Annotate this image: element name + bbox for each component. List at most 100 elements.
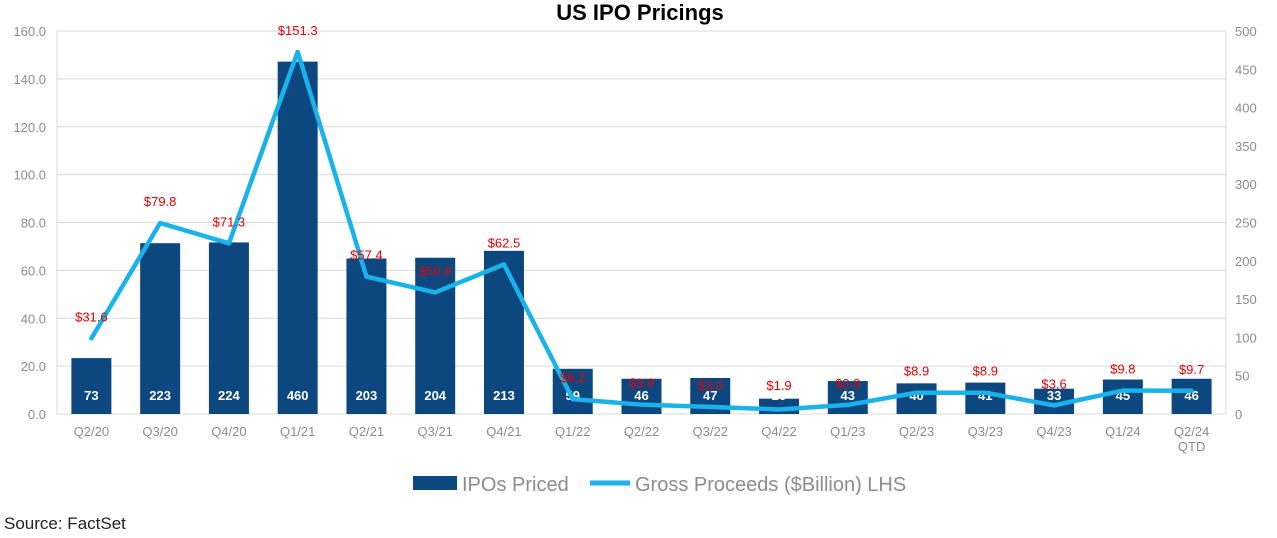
proceeds-labels: $31.6 $79.8 $71.3 $151.3 $57.4 $50.8 $62.5 $6.2… xyxy=(75,23,1204,393)
bar-value-label: 33 xyxy=(1047,388,1061,403)
bar-value-label: 46 xyxy=(634,388,648,403)
left-tick-label: 40.0 xyxy=(21,311,46,326)
proceeds-value-label: $3.8 xyxy=(835,376,860,391)
bar-value-label: 20 xyxy=(772,388,786,403)
bar-value-label: 47 xyxy=(703,388,717,403)
bar-ipos-priced xyxy=(71,358,112,414)
right-tick-label: 50 xyxy=(1235,369,1249,384)
proceeds-value-label: $9.8 xyxy=(1110,362,1135,377)
left-tick-label: 20.0 xyxy=(21,359,46,374)
proceeds-value-label: $62.5 xyxy=(488,235,521,250)
right-tick-label: 100 xyxy=(1235,330,1257,345)
bar-ipos-priced xyxy=(1171,378,1212,414)
x-tick-label: Q4/20 xyxy=(211,424,246,439)
x-tick-label-line: Q4/22 xyxy=(761,424,796,439)
x-tick-label-line: Q1/24 xyxy=(1105,424,1140,439)
bar-ipos-priced xyxy=(621,378,662,414)
left-axis: 0.0 20.0 40.0 60.0 80.0 100.0 120.0 140.0 160.0 xyxy=(13,24,46,422)
proceeds-value-label: $9.7 xyxy=(1179,362,1204,377)
x-tick-label-line: Q2/20 xyxy=(74,424,109,439)
right-tick-label: 150 xyxy=(1235,292,1257,307)
x-tick-label-line: Q4/20 xyxy=(211,424,246,439)
bar-value-label: 460 xyxy=(287,388,309,403)
x-tick-label-line: Q3/21 xyxy=(417,424,452,439)
left-tick-label: 60.0 xyxy=(21,263,46,278)
legend-label-ipos: IPOs Priced xyxy=(462,474,569,496)
bar-ipos-priced xyxy=(415,257,456,414)
left-tick-label: 100.0 xyxy=(13,168,46,183)
x-tick-label-line: Q1/22 xyxy=(555,424,590,439)
bar-value-label: 203 xyxy=(356,388,378,403)
left-tick-label: 80.0 xyxy=(21,216,46,231)
x-tick-label-line: Q4/21 xyxy=(486,424,521,439)
proceeds-value-label: $57.4 xyxy=(350,248,383,263)
proceeds-value-label: $151.3 xyxy=(278,23,318,38)
proceeds-value-label: $3.0 xyxy=(698,378,723,393)
right-tick-label: 250 xyxy=(1235,216,1257,231)
x-tick-label: Q2/20 xyxy=(74,424,109,439)
legend: IPOs Priced Gross Proceeds ($Billion) LH… xyxy=(413,474,906,496)
proceeds-line-group xyxy=(89,49,1194,412)
x-tick-label: Q4/22 xyxy=(761,424,796,439)
right-tick-label: 200 xyxy=(1235,254,1257,269)
left-tick-label: 0.0 xyxy=(28,407,46,422)
x-tick-label: Q4/21 xyxy=(486,424,521,439)
x-tick-label: Q2/24 QTD xyxy=(1174,424,1209,454)
bar-value-label: 43 xyxy=(841,388,855,403)
bar-value-label: 224 xyxy=(218,388,240,403)
bar-value-label: 223 xyxy=(149,388,171,403)
bar-ipos-priced xyxy=(277,61,318,414)
right-tick-label: 500 xyxy=(1235,24,1257,39)
x-tick-label: Q2/22 xyxy=(624,424,659,439)
bar-ipos-priced xyxy=(483,250,524,414)
right-tick-label: 350 xyxy=(1235,139,1257,154)
x-tick-label-line: Q3/23 xyxy=(968,424,1003,439)
x-tick-label-line: Q1/23 xyxy=(830,424,865,439)
proceeds-value-label: $50.8 xyxy=(419,263,452,278)
proceeds-value-label: $1.9 xyxy=(766,378,791,393)
x-tick-label: Q3/21 xyxy=(417,424,452,439)
x-tick-label: Q1/22 xyxy=(555,424,590,439)
x-tick-label: Q3/22 xyxy=(693,424,728,439)
x-tick-label: Q3/20 xyxy=(142,424,177,439)
bar-ipos-priced xyxy=(896,383,937,414)
x-tick-label-line: Q4/23 xyxy=(1036,424,1071,439)
x-tick-label-line: Q2/21 xyxy=(349,424,384,439)
proceeds-value-label: $79.8 xyxy=(144,194,177,209)
x-tick-label-line: Q2/22 xyxy=(624,424,659,439)
bar-value-label: 213 xyxy=(493,388,515,403)
right-tick-label: 0 xyxy=(1235,407,1242,422)
x-tick-label: Q3/23 xyxy=(968,424,1003,439)
x-axis: Q2/20 Q3/20 Q4/20 Q1/21 Q2/21 Q3/21 Q4/21 Q1/22… xyxy=(74,424,1210,454)
proceeds-value-label: $71.3 xyxy=(213,214,246,229)
source-note: Source: FactSet xyxy=(4,514,126,533)
x-tick-label-line: Q2/24 xyxy=(1174,424,1209,439)
x-tick-label: Q4/23 xyxy=(1036,424,1071,439)
proceeds-line xyxy=(89,49,1194,412)
x-tick-label-line: QTD xyxy=(1178,439,1205,454)
x-tick-label: Q1/21 xyxy=(280,424,315,439)
bar-ipos-priced xyxy=(346,258,387,414)
x-tick-label: Q2/23 xyxy=(899,424,934,439)
bars xyxy=(71,61,1212,414)
bar-value-label: 204 xyxy=(424,388,446,403)
right-axis: 0 50 100 150 200 250 300 350 400 450 500 xyxy=(1235,24,1257,422)
bar-ipos-priced xyxy=(208,242,249,414)
x-tick-label: Q1/23 xyxy=(830,424,865,439)
left-tick-label: 160.0 xyxy=(13,24,46,39)
bar-ipos-priced xyxy=(1102,379,1143,414)
legend-swatch-ipos xyxy=(413,476,457,490)
bar-value-label: 73 xyxy=(84,388,98,403)
left-tick-label: 120.0 xyxy=(13,120,46,135)
chart-title: US IPO Pricings xyxy=(556,0,724,25)
x-tick-label-line: Q2/23 xyxy=(899,424,934,439)
proceeds-value-label: $6.2 xyxy=(560,370,585,385)
bar-ipos-priced xyxy=(965,382,1006,414)
ipo-chart: US IPO Pricings 0.0 20.0 40.0 60.0 80.0 100.0… xyxy=(13,0,1257,496)
bar-ipos-priced xyxy=(827,381,868,414)
x-tick-label-line: Q3/20 xyxy=(142,424,177,439)
bar-ipos-priced xyxy=(140,243,181,414)
left-tick-label: 140.0 xyxy=(13,72,46,87)
proceeds-value-label: $31.6 xyxy=(75,309,108,324)
legend-label-proceeds: Gross Proceeds ($Billion) LHS xyxy=(635,474,906,496)
